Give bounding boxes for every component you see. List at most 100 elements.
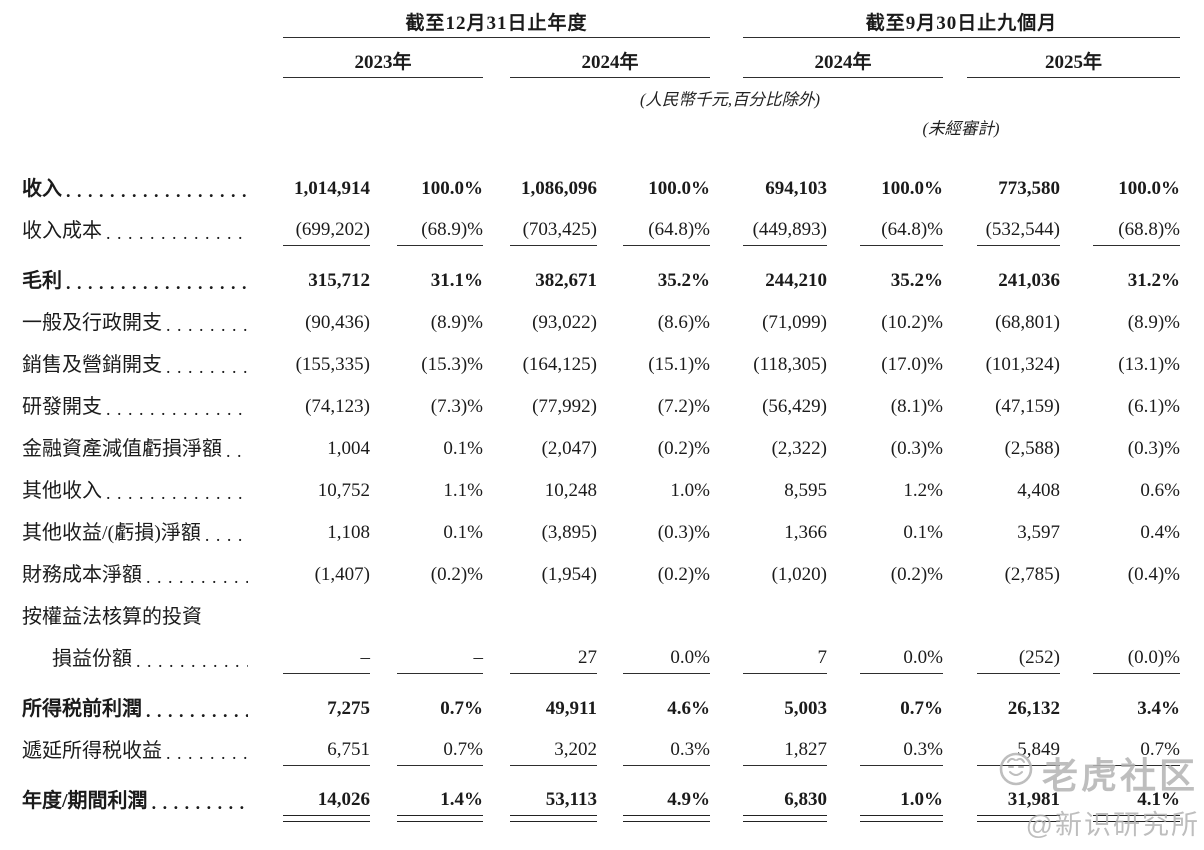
row-label: 金融資產減值虧損淨額	[22, 438, 222, 460]
dot-leader	[66, 272, 248, 296]
percent-cell: 35.2%	[657, 270, 710, 292]
percent-cell: 1.4%	[397, 789, 483, 822]
header-rule	[283, 77, 483, 78]
percent-cell: 100.0%	[881, 178, 943, 200]
table-row: 年度/期間利潤 14,026 1.4% 53,113 4.9% 6,830 1.0% 31,9…	[0, 774, 1204, 822]
amount-cell: 1,014,914	[294, 178, 370, 200]
percent-cell: (8.1)%	[890, 396, 943, 418]
amount-cell: 7	[743, 647, 827, 674]
row-label-cell: 遞延所得税收益	[22, 740, 248, 766]
percent-cell: (0.3)%	[657, 522, 710, 544]
amount-cell: –	[283, 647, 370, 674]
row-label: 毛利	[22, 270, 62, 292]
percent-cell: (0.3)%	[890, 438, 943, 460]
table-row: 收入成本 (699,202) (68.9)% (703,425) (64.8)% (449…	[0, 204, 1204, 246]
row-label: 遞延所得税收益	[22, 740, 162, 762]
table-row: 其他收益/(虧損)淨額 1,108 0.1% (3,895) (0.3)% 1,366 0.…	[0, 506, 1204, 548]
row-label: 研發開支	[22, 396, 102, 418]
dot-leader	[166, 356, 248, 380]
percent-cell: 0.1%	[903, 522, 943, 544]
row-label-cell: 一般及行政開支	[22, 312, 248, 338]
percent-cell: 0.0%	[623, 647, 710, 674]
percent-cell: 1.0%	[860, 789, 943, 822]
amount-cell: 773,580	[998, 178, 1060, 200]
percent-cell: (0.2)%	[657, 564, 710, 586]
period-group-annual: 截至12月31日止年度	[405, 13, 588, 34]
amount-cell: 49,911	[545, 698, 597, 720]
amount-cell: 26,132	[1007, 698, 1060, 720]
percent-cell: 4.6%	[667, 698, 710, 720]
row-label: 年度/期間利潤	[22, 790, 148, 812]
row-label: 收入成本	[22, 220, 102, 242]
percent-cell: (15.1)%	[648, 354, 710, 376]
amount-cell: 5,003	[784, 698, 827, 720]
amount-cell: 1,366	[784, 522, 827, 544]
income-statement-table: 收入 1,014,914 100.0% 1,086,096 100.0% 694,103 1…	[0, 162, 1204, 826]
amount-cell: (74,123)	[305, 396, 370, 418]
row-label: 其他收入	[22, 480, 102, 502]
amount-cell: (164,125)	[522, 354, 597, 376]
row-label-cell: 毛利	[22, 270, 248, 296]
percent-cell: (13.1)%	[1118, 354, 1180, 376]
amount-cell: (155,335)	[295, 354, 370, 376]
row-label: 所得税前利潤	[22, 698, 142, 720]
amount-cell: 1,086,096	[521, 178, 597, 200]
dot-leader	[152, 792, 248, 816]
percent-cell: 35.2%	[890, 270, 943, 292]
table-row: 遞延所得税收益 6,751 0.7% 3,202 0.3% 1,827 0.3% 5,849 0…	[0, 724, 1204, 766]
header-rule	[967, 77, 1180, 78]
amount-cell: (532,544)	[977, 219, 1060, 246]
amount-cell: (68,801)	[995, 312, 1060, 334]
amount-cell: 14,026	[283, 789, 370, 822]
amount-cell: (71,099)	[762, 312, 827, 334]
dot-leader	[205, 524, 248, 548]
amount-cell: (2,047)	[541, 438, 597, 460]
percent-cell: (6.1)%	[1127, 396, 1180, 418]
percent-cell: 0.0%	[860, 647, 943, 674]
percent-cell: 31.1%	[430, 270, 483, 292]
table-row: 其他收入 10,752 1.1% 10,248 1.0% 8,595 1.2% 4,408 0.…	[0, 464, 1204, 506]
amount-cell: 382,671	[535, 270, 597, 292]
row-label-cell: 其他收益/(虧損)淨額	[22, 522, 248, 548]
amount-cell: (90,436)	[305, 312, 370, 334]
percent-cell: 1.1%	[443, 480, 483, 502]
table-header: 截至12月31日止年度 截至9月30日止九個月 2023年 2024年 2024…	[0, 0, 1204, 160]
header-rule	[283, 37, 710, 38]
percent-cell: 0.6%	[1140, 480, 1180, 502]
table-row: 所得税前利潤 7,275 0.7% 49,911 4.6% 5,003 0.7% 26,132…	[0, 682, 1204, 724]
amount-cell: 4,408	[1017, 480, 1060, 502]
percent-cell: 1.0%	[670, 480, 710, 502]
amount-cell: (1,954)	[541, 564, 597, 586]
table-row: 財務成本淨額 (1,407) (0.2)% (1,954) (0.2)% (1,020) (…	[0, 548, 1204, 590]
table-row: 一般及行政開支 (90,436) (8.9)% (93,022) (8.6)% (71,0…	[0, 296, 1204, 338]
amount-cell: 3,597	[1017, 522, 1060, 544]
row-label-cell: 銷售及營銷開支	[22, 354, 248, 380]
row-label: 其他收益/(虧損)淨額	[22, 522, 201, 544]
row-label-cell: 按權益法核算的投資	[22, 606, 248, 632]
amount-cell: 53,113	[510, 789, 597, 822]
row-label: 收入	[22, 178, 62, 200]
amount-cell: 10,752	[317, 480, 370, 502]
col-header-2025-9m: 2025年	[1044, 52, 1102, 73]
dot-leader	[226, 440, 248, 464]
percent-cell: (7.3)%	[430, 396, 483, 418]
dot-leader	[106, 398, 248, 422]
percent-cell: 3.4%	[1137, 698, 1180, 720]
amount-cell: 241,036	[998, 270, 1060, 292]
percent-cell: (17.0)%	[881, 354, 943, 376]
dot-leader	[166, 742, 248, 766]
header-rule	[743, 37, 1180, 38]
percent-cell: (8.9)%	[430, 312, 483, 334]
percent-cell: 0.7%	[440, 698, 483, 720]
percent-cell: (7.2)%	[657, 396, 710, 418]
percent-cell: (64.8)%	[623, 219, 710, 246]
percent-cell: (0.3)%	[1127, 438, 1180, 460]
dot-leader	[166, 314, 248, 338]
row-label: 財務成本淨額	[22, 564, 142, 586]
dot-leader	[66, 180, 248, 204]
amount-cell: (47,159)	[995, 396, 1060, 418]
amount-cell: (252)	[977, 647, 1060, 674]
row-label-cell: 金融資產減值虧損淨額	[22, 438, 248, 464]
table-row: 損益份額––270.0%70.0%(252)(0.0)%	[0, 632, 1204, 674]
percent-cell: (10.2)%	[881, 312, 943, 334]
